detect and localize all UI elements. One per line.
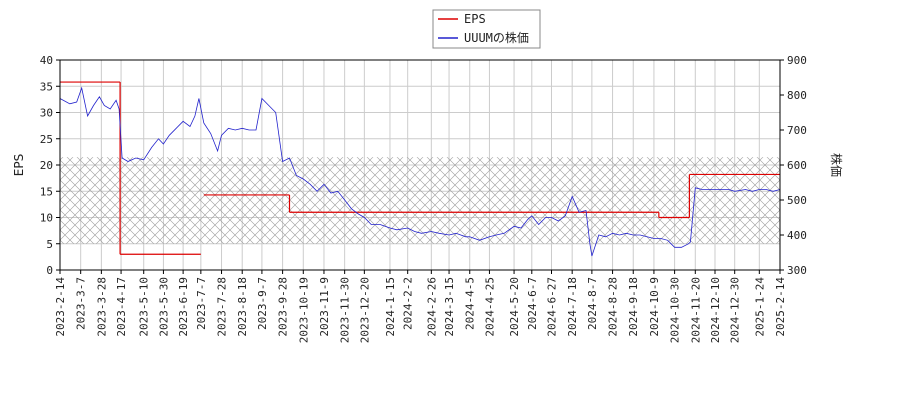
price-series-line xyxy=(59,86,781,257)
x-tick-label: 2023-11-30 xyxy=(339,277,352,343)
x-tick-label: 2023-4-17 xyxy=(115,277,128,337)
legend-eps-label: EPS xyxy=(464,12,486,26)
y-right-tick-label: 400 xyxy=(787,229,807,242)
x-tick-label: 2023-3-28 xyxy=(95,277,108,337)
x-tick-label: 2023-2-14 xyxy=(54,277,67,337)
y-right-axis: 300 400 500 600 700 800 900 xyxy=(780,54,807,277)
y-left-tick-label: 0 xyxy=(46,264,53,277)
x-tick-label: 2023-9-28 xyxy=(277,277,290,337)
x-tick-label: 2024-4-25 xyxy=(483,277,496,337)
x-tick-label: 2024-9-18 xyxy=(627,277,640,337)
x-tick-label: 2024-2-26 xyxy=(425,277,438,337)
y-right-tick-label: 300 xyxy=(787,264,807,277)
x-tick-label: 2024-7-18 xyxy=(566,277,579,337)
x-tick-label: 2024-8-7 xyxy=(586,277,599,330)
y-left-tick-label: 40 xyxy=(40,54,53,67)
y-left-tick-label: 5 xyxy=(46,238,53,251)
x-tick-label: 2023-3-7 xyxy=(75,277,88,330)
y-right-tick-label: 800 xyxy=(787,89,807,102)
y-left-tick-label: 10 xyxy=(40,212,53,225)
x-tick-label: 2024-3-15 xyxy=(443,277,456,337)
x-tick-label: 2023-5-30 xyxy=(157,277,170,337)
x-tick-label: 2023-12-20 xyxy=(358,277,371,343)
legend: EPS UUUMの株価 xyxy=(432,9,541,49)
eps-series xyxy=(60,81,780,255)
x-tick-label: 2024-1-15 xyxy=(384,277,397,337)
y-right-axis-title: 株価 xyxy=(829,153,844,177)
x-tick-label: 2024-5-20 xyxy=(508,277,521,337)
y-left-tick-label: 35 xyxy=(40,80,53,93)
x-axis: 2023-2-14 2023-3-7 2023-3-28 2023-4-17 2023-… xyxy=(54,270,787,343)
x-tick-label: 2023-7-7 xyxy=(195,277,208,330)
x-tick-label: 2024-2-2 xyxy=(402,277,415,330)
y-left-tick-label: 25 xyxy=(40,133,53,146)
x-tick-label: 2025-2-14 xyxy=(774,277,787,337)
y-right-tick-label: 700 xyxy=(787,124,807,137)
hatched-band xyxy=(60,157,780,244)
legend-box xyxy=(432,9,541,49)
y-left-tick-label: 30 xyxy=(40,107,53,120)
x-tick-label: 2025-1-24 xyxy=(753,277,766,337)
x-tick-label: 2023-10-19 xyxy=(297,277,310,343)
x-tick-label: 2024-8-28 xyxy=(607,277,620,337)
y-right-tick-label: 900 xyxy=(787,54,807,67)
y-left-tick-label: 20 xyxy=(40,159,53,172)
x-tick-label: 2024-4-5 xyxy=(464,277,477,330)
x-tick-label: 2023-6-19 xyxy=(177,277,190,337)
x-tick-label: 2023-8-18 xyxy=(236,277,249,337)
y-right-tick-label: 600 xyxy=(787,159,807,172)
y-left-tick-label: 15 xyxy=(40,185,53,198)
x-tick-label: 2024-12-10 xyxy=(709,277,722,343)
x-tick-label: 2023-11-9 xyxy=(318,277,331,337)
x-tick-label: 2024-10-30 xyxy=(669,277,682,343)
x-tick-label: 2024-10-9 xyxy=(648,277,661,337)
x-tick-label: 2024-11-20 xyxy=(689,277,702,343)
y-right-tick-label: 500 xyxy=(787,194,807,207)
x-tick-label: 2024-6-27 xyxy=(545,277,558,337)
x-tick-label: 2024-12-30 xyxy=(729,277,742,343)
x-tick-label: 2024-6-7 xyxy=(526,277,539,330)
x-tick-label: 2023-7-28 xyxy=(216,277,229,337)
x-tick-label: 2023-5-10 xyxy=(138,277,151,337)
y-left-axis: 0 5 10 15 20 25 30 35 40 xyxy=(40,54,60,277)
x-tick-label: 2023-9-7 xyxy=(256,277,269,330)
y-left-axis-title: EPS xyxy=(12,154,26,176)
legend-price-label: UUUMの株価 xyxy=(464,30,529,45)
